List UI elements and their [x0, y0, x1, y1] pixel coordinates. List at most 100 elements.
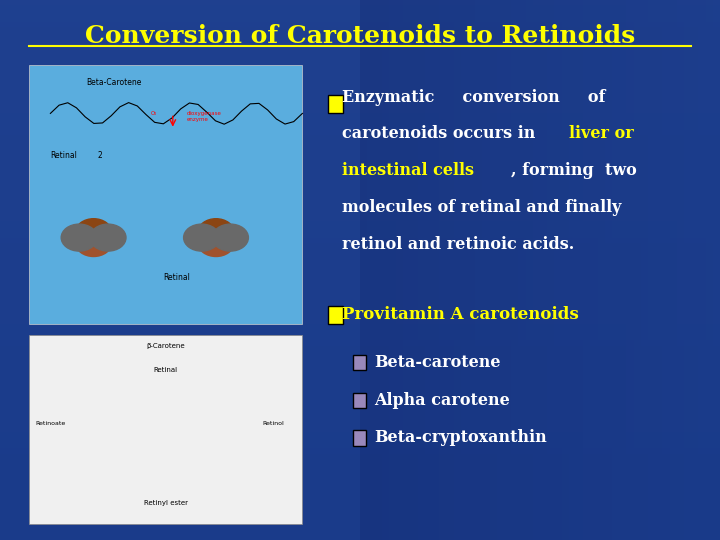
Bar	[490, 0, 497, 540]
Bar	[0, 216, 720, 221]
Bar	[0, 481, 720, 486]
Bar	[0, 70, 720, 76]
Bar	[0, 22, 720, 27]
Text: dioxygenase
enzyme: dioxygenase enzyme	[187, 111, 222, 122]
Bar	[0, 497, 720, 502]
Bar	[0, 405, 720, 410]
Bar	[0, 189, 720, 194]
Bar	[0, 162, 720, 167]
FancyBboxPatch shape	[353, 355, 366, 370]
Text: molecules of retinal and finally: molecules of retinal and finally	[342, 199, 621, 216]
Text: Retinol: Retinol	[263, 421, 284, 426]
Bar	[0, 421, 720, 427]
Bar	[0, 157, 720, 162]
Bar	[526, 0, 533, 540]
Bar	[461, 0, 468, 540]
Bar	[425, 0, 432, 540]
Bar	[698, 0, 706, 540]
Text: carotenoids occurs in: carotenoids occurs in	[342, 125, 541, 143]
Bar	[0, 324, 720, 329]
Bar	[0, 513, 720, 518]
Bar	[0, 11, 720, 16]
Bar	[533, 0, 540, 540]
Bar	[389, 0, 396, 540]
FancyBboxPatch shape	[353, 430, 366, 445]
Bar	[0, 410, 720, 416]
Bar	[0, 486, 720, 491]
Bar	[0, 394, 720, 400]
Bar	[0, 108, 720, 113]
Text: Beta-cryptoxanthin: Beta-cryptoxanthin	[374, 429, 547, 447]
Bar	[576, 0, 583, 540]
Bar	[468, 0, 475, 540]
Bar	[0, 518, 720, 524]
Text: Provitamin A carotenoids: Provitamin A carotenoids	[342, 306, 579, 323]
Text: retinol and retinoic acids.: retinol and retinoic acids.	[342, 235, 575, 253]
Bar	[0, 232, 720, 238]
Bar	[691, 0, 698, 540]
Bar	[0, 383, 720, 389]
Bar	[0, 454, 720, 459]
Bar	[598, 0, 605, 540]
Bar	[569, 0, 576, 540]
Bar	[0, 238, 720, 243]
Text: Retinal: Retinal	[50, 151, 77, 160]
Bar	[0, 146, 720, 151]
Bar	[360, 0, 367, 540]
Bar	[619, 0, 626, 540]
Bar	[418, 0, 425, 540]
Bar	[454, 0, 461, 540]
Bar	[0, 221, 720, 227]
Bar	[0, 427, 720, 432]
Bar	[403, 0, 410, 540]
Bar	[0, 270, 720, 275]
Bar	[612, 0, 619, 540]
Circle shape	[61, 224, 97, 251]
Bar	[540, 0, 547, 540]
Bar	[0, 135, 720, 140]
Bar	[497, 0, 504, 540]
Bar	[0, 200, 720, 205]
Text: Enzymatic     conversion     of: Enzymatic conversion of	[342, 89, 606, 106]
Bar	[446, 0, 454, 540]
Bar	[0, 97, 720, 103]
Bar	[626, 0, 634, 540]
Bar	[0, 389, 720, 394]
Bar	[590, 0, 598, 540]
Bar	[677, 0, 684, 540]
Circle shape	[184, 224, 220, 251]
Bar	[0, 227, 720, 232]
Bar	[0, 302, 720, 308]
Circle shape	[76, 230, 112, 256]
Bar	[0, 103, 720, 108]
Bar	[0, 367, 720, 373]
Bar	[0, 508, 720, 513]
Bar	[0, 178, 720, 184]
Bar	[439, 0, 446, 540]
Bar	[0, 248, 720, 254]
Bar	[0, 32, 720, 38]
FancyBboxPatch shape	[29, 65, 302, 324]
Bar	[0, 470, 720, 475]
Bar	[0, 373, 720, 378]
Text: Beta-carotene: Beta-carotene	[374, 354, 501, 371]
Bar	[562, 0, 569, 540]
Bar	[367, 0, 374, 540]
Bar	[0, 211, 720, 216]
Bar	[0, 130, 720, 135]
Circle shape	[198, 219, 234, 246]
Bar	[0, 459, 720, 464]
Bar	[0, 92, 720, 97]
Bar	[0, 243, 720, 248]
FancyBboxPatch shape	[353, 393, 366, 408]
Circle shape	[76, 219, 112, 246]
Bar	[670, 0, 677, 540]
Bar	[0, 400, 720, 405]
Bar	[0, 254, 720, 259]
Text: Retinal: Retinal	[153, 367, 178, 373]
Bar	[0, 443, 720, 448]
Circle shape	[212, 224, 248, 251]
Bar	[0, 475, 720, 481]
Bar	[504, 0, 511, 540]
Bar	[410, 0, 418, 540]
